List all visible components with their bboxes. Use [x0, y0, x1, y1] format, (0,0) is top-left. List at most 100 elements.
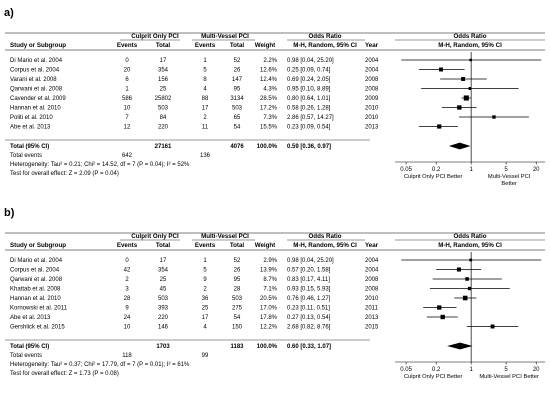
col-header-events: Events: [117, 42, 138, 49]
total-culprit: 156: [158, 77, 169, 83]
total-multivessel: 503: [232, 106, 243, 112]
total-culprit: 146: [158, 325, 169, 331]
total-multivessel: 52: [234, 258, 241, 264]
study-name: Kornowski et al. 2011: [10, 306, 68, 312]
overall-effect-test: Test for overall effect: Z = 2.09 (P = 0…: [10, 171, 119, 177]
favours-right-label: Better: [501, 181, 517, 187]
total-culprit: 220: [158, 125, 169, 131]
point-estimate-square: [437, 305, 442, 310]
events-multivessel: 4: [203, 87, 207, 93]
events-multivessel: 17: [202, 315, 209, 321]
total-multivessel: 4076: [230, 144, 244, 150]
events-culprit: 0: [125, 258, 129, 264]
pooled-diamond: [447, 342, 473, 350]
total-label: Total (95% CI): [10, 144, 49, 150]
col-header-year: Year: [365, 42, 379, 49]
total-culprit: 25: [160, 87, 167, 93]
point-estimate-square: [468, 87, 472, 90]
study-weight: 20.5%: [260, 296, 278, 302]
group-header-culprit: Culprit Only PCI: [131, 233, 179, 240]
total-weight: 100.0%: [257, 144, 278, 150]
point-estimate-square: [462, 295, 468, 301]
study-name: Khattab et al. 2008: [10, 287, 61, 293]
favours-left-label: Culprit Only PCI Better: [404, 174, 463, 180]
point-estimate-square: [492, 115, 496, 119]
events-multivessel: 9: [203, 277, 207, 283]
study-year: 2008: [365, 87, 379, 93]
col-header-events: Events: [117, 242, 138, 249]
study-name: Di Mario et al. 2004: [10, 258, 63, 264]
study-or-ci: 0.98 [0.04, 25.20]: [287, 258, 334, 264]
col-header-weight: Weight: [255, 242, 276, 249]
x-tick-label: 0.05: [400, 367, 412, 373]
col-header-total: Total: [230, 42, 245, 49]
forest-panel-b: b) Culprit Only PCI Multi-Vessel PCI Odds R…: [4, 207, 545, 380]
study-weight: 12.4%: [260, 77, 278, 83]
events-multivessel: 8: [203, 77, 207, 83]
study-name: Abe et al. 2013: [10, 125, 51, 131]
total-events-multivessel: 136: [200, 153, 211, 159]
study-or-ci: 0.69 [0.24, 2.05]: [287, 77, 331, 83]
total-multivessel: 150: [232, 325, 243, 331]
study-or-ci: 0.95 [0.10, 8.89]: [287, 87, 331, 93]
point-estimate-square: [461, 77, 466, 81]
study-or-ci: 0.23 [0.11, 0.51]: [287, 306, 330, 312]
total-culprit: 1703: [156, 344, 170, 350]
col-header-events: Events: [195, 242, 216, 249]
point-estimate-square: [437, 124, 442, 129]
total-culprit: 393: [158, 306, 169, 312]
study-year: 2004: [365, 258, 379, 264]
col-header-year: Year: [365, 242, 379, 249]
events-culprit: 42: [124, 268, 131, 274]
favours-right-label: Multi-Vessel PCI Better: [479, 374, 539, 380]
study-year: 2010: [365, 296, 379, 302]
study-name: Gershlick et al. 2015: [10, 325, 65, 331]
study-weight: 28.5%: [260, 96, 278, 102]
study-year: 2008: [365, 77, 379, 83]
study-name: Qarwani et al. 2008: [10, 277, 63, 283]
panel-label: b): [4, 207, 15, 219]
study-or-ci: 0.76 [0.46, 1.27]: [287, 296, 331, 302]
events-culprit: 0: [125, 58, 129, 64]
group-header-multivessel: Multi-Vessel PCI: [201, 33, 249, 40]
study-year: 2010: [365, 106, 379, 112]
study-year: 2010: [365, 115, 379, 121]
study-name: Corpus et al. 2004: [10, 68, 60, 74]
total-events-label: Total events: [10, 153, 42, 159]
point-estimate-square: [469, 58, 472, 62]
events-culprit: 12: [124, 125, 131, 131]
total-multivessel: 26: [234, 268, 241, 274]
x-tick-label: 5: [504, 167, 508, 173]
total-multivessel: 503: [232, 296, 243, 302]
total-or-ci: 0.59 [0.36, 0.97]: [287, 144, 331, 150]
events-multivessel: 11: [202, 125, 209, 131]
events-multivessel: 2: [203, 115, 207, 121]
study-weight: 7.1%: [263, 287, 277, 293]
study-weight: 17.2%: [260, 106, 278, 112]
study-year: 2004: [365, 58, 379, 64]
events-multivessel: 17: [202, 106, 209, 112]
study-year: 2013: [365, 315, 379, 321]
events-multivessel: 5: [203, 268, 207, 274]
study-year: 2004: [365, 268, 379, 274]
point-estimate-square: [463, 95, 469, 101]
study-weight: 2.2%: [263, 58, 277, 64]
col-header-weight: Weight: [255, 42, 276, 49]
study-year: 2004: [365, 68, 379, 74]
study-year: 2008: [365, 287, 379, 293]
effect-header: Odds Ratio: [308, 33, 341, 40]
total-events-culprit: 642: [122, 153, 133, 159]
study-name: Qarwani et al. 2008: [10, 87, 63, 93]
events-culprit: 6: [125, 77, 129, 83]
total-multivessel: 54: [234, 315, 241, 321]
total-multivessel: 3134: [230, 96, 244, 102]
total-events-culprit: 118: [122, 353, 132, 359]
study-name: Corpus et al. 2004: [10, 268, 60, 274]
study-or-ci: 2.86 [0.57, 14.27]: [287, 115, 334, 121]
total-multivessel: 54: [234, 125, 241, 131]
total-culprit: 45: [160, 287, 167, 293]
col-header-total: Total: [156, 42, 171, 49]
total-culprit: 84: [160, 115, 167, 121]
total-multivessel: 1183: [230, 344, 244, 350]
